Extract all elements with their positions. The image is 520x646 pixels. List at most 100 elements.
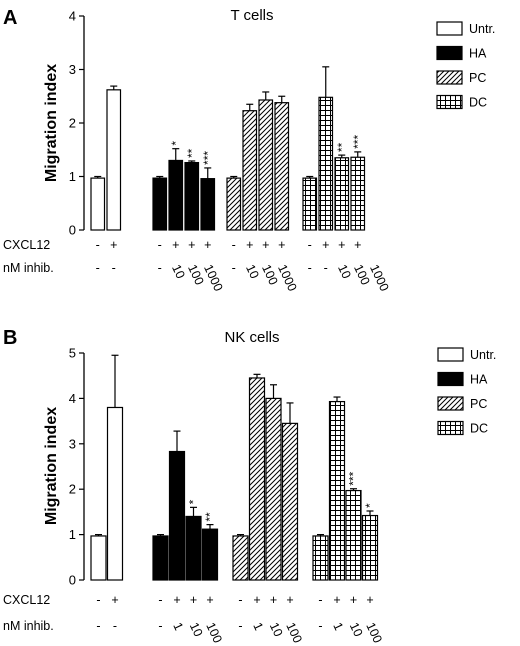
significance-marker: ***	[347, 471, 361, 485]
bar-black	[184, 161, 200, 231]
cxcl12-value: +	[270, 593, 277, 607]
panel-a: A T cells Migration index CXCL12 nM inhi…	[3, 7, 495, 294]
cxcl12-value: +	[110, 238, 117, 252]
legend-label: PC	[470, 397, 487, 411]
significance-marker: *	[169, 141, 183, 146]
inhib-value: 10	[243, 262, 262, 281]
inhib-value: 10	[347, 620, 366, 639]
y-tick-label: 5	[69, 346, 76, 361]
panel-letter: B	[3, 327, 17, 349]
bar-white	[90, 535, 107, 581]
cxcl12-value: -	[96, 593, 100, 607]
inhib-value: 1	[250, 620, 266, 632]
legend-swatch-black	[437, 371, 464, 387]
significance-marker: ***	[351, 135, 365, 149]
cxcl12-row-label: CXCL12	[3, 593, 50, 607]
legend-swatch-white	[437, 347, 464, 362]
cxcl12-value: +	[338, 238, 345, 252]
cxcl12-value: -	[238, 593, 242, 607]
legend-swatch-white	[436, 21, 463, 36]
inhib-value: 100	[259, 262, 281, 287]
bar-black	[168, 450, 186, 581]
inhib-value: -	[238, 619, 242, 633]
inhib-value: -	[158, 261, 162, 275]
cxcl12-value: -	[158, 593, 162, 607]
bar-white	[106, 89, 122, 231]
bar-diagonal	[281, 422, 299, 581]
cxcl12-value: +	[262, 238, 269, 252]
bar-grid	[328, 400, 346, 581]
bar-black	[152, 535, 169, 581]
inhib-row-label: nM inhib.	[3, 261, 54, 275]
cxcl12-value: -	[96, 238, 100, 252]
significance-marker: **	[203, 512, 217, 522]
inhib-value: 10	[267, 620, 286, 639]
legend-swatch-black	[436, 45, 463, 61]
inhib-value: 10	[335, 262, 354, 281]
cxcl12-value: -	[308, 238, 312, 252]
bar-black	[168, 159, 184, 231]
cxcl12-value: +	[350, 593, 357, 607]
bar-grid	[345, 489, 362, 581]
cxcl12-row-label: CXCL12	[3, 238, 50, 252]
chart-plot: 01234--+---*+10**+100***+1000--+10+100+1…	[69, 9, 496, 294]
y-tick-label: 2	[69, 482, 76, 497]
bar-grid	[334, 157, 350, 231]
bar-grid	[302, 177, 318, 231]
inhib-value: -	[158, 619, 162, 633]
legend-label: DC	[470, 422, 488, 436]
inhib-value: 10	[169, 262, 188, 281]
panel-letter: A	[3, 7, 17, 29]
bar-black	[201, 528, 219, 581]
legend-label: DC	[469, 96, 487, 110]
y-tick-label: 1	[69, 527, 76, 542]
bar-diagonal	[248, 377, 266, 581]
y-axis-label: Migration index	[43, 64, 60, 182]
cxcl12-value: +	[278, 238, 285, 252]
inhib-value: -	[96, 261, 100, 275]
bar-black	[200, 178, 216, 231]
y-axis-label: Migration index	[43, 407, 60, 525]
cxcl12-value: +	[354, 238, 361, 252]
chart-plot: 012345--+---+1*+10**+100--+1+10+100--+1*…	[69, 346, 497, 646]
cxcl12-value: +	[204, 238, 211, 252]
cxcl12-value: +	[190, 593, 197, 607]
inhib-row-label: nM inhib.	[3, 619, 54, 633]
bar-grid	[312, 535, 329, 581]
legend-label: HA	[470, 373, 488, 387]
significance-marker: **	[185, 148, 199, 158]
bar-grid	[361, 514, 379, 581]
cxcl12-value: +	[206, 593, 213, 607]
chart-title: T cells	[230, 7, 273, 24]
inhib-value: 100	[283, 620, 305, 645]
significance-marker: *	[363, 503, 377, 508]
legend-label: Untr.	[469, 22, 495, 36]
cxcl12-value: -	[232, 238, 236, 252]
cxcl12-value: +	[333, 593, 340, 607]
legend-label: PC	[469, 71, 486, 85]
bar-grid	[318, 96, 334, 231]
y-tick-label: 4	[69, 9, 76, 24]
cxcl12-value: +	[246, 238, 253, 252]
inhib-value: 100	[185, 262, 207, 287]
inhib-value: 100	[351, 262, 373, 287]
legend-label: Untr.	[470, 348, 496, 362]
cxcl12-value: +	[172, 238, 179, 252]
cxcl12-value: +	[173, 593, 180, 607]
cxcl12-value: +	[188, 238, 195, 252]
bar-diagonal	[265, 397, 282, 581]
y-tick-label: 0	[69, 223, 76, 238]
significance-marker: **	[335, 142, 349, 152]
y-tick-label: 1	[69, 169, 76, 184]
significance-marker: ***	[201, 151, 215, 165]
cxcl12-value: +	[253, 593, 260, 607]
bar-diagonal	[242, 110, 258, 231]
legend-swatch-grid	[436, 94, 463, 110]
inhib-value: -	[113, 619, 117, 633]
inhib-value: -	[308, 261, 312, 275]
cxcl12-value: +	[366, 593, 373, 607]
chart-title: NK cells	[224, 329, 279, 346]
inhib-value: 1	[170, 620, 186, 632]
cxcl12-value: +	[286, 593, 293, 607]
